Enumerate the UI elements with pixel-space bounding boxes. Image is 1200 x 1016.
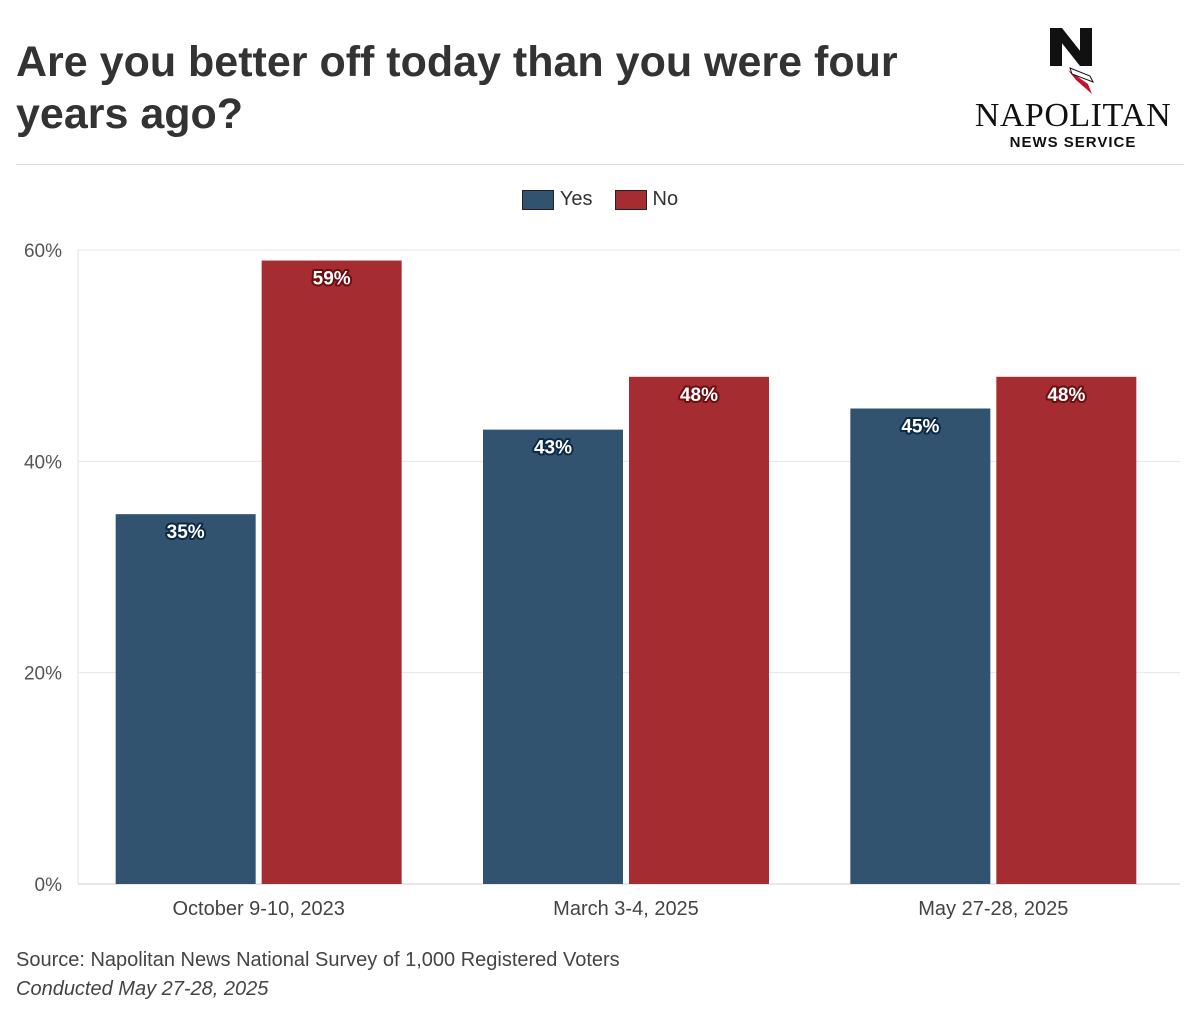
data-label: 45% xyxy=(901,417,939,438)
bar-yes xyxy=(115,514,256,884)
logo-wordmark: NAPOLITAN xyxy=(974,97,1172,134)
bar-yes xyxy=(483,429,623,884)
logo-n-icon xyxy=(1050,28,1095,94)
y-tick-label: 60% xyxy=(24,241,62,262)
source-note: Source: Napolitan News National Survey o… xyxy=(16,949,620,971)
x-tick-label: May 27-28, 2025 xyxy=(918,898,1068,920)
data-label: 35% xyxy=(167,522,205,543)
legend: Yes No xyxy=(0,188,1200,211)
x-tick-label: March 3-4, 2025 xyxy=(553,898,699,920)
logo-subtitle: NEWS SERVICE xyxy=(1009,134,1137,151)
bar-no xyxy=(996,376,1137,884)
legend-swatch-no xyxy=(614,189,647,210)
x-tick-label: October 9-10, 2023 xyxy=(172,898,344,920)
bar-no xyxy=(629,376,769,884)
data-label: 48% xyxy=(680,385,718,406)
napolitan-logo: NAPOLITAN NEWS SERVICE xyxy=(972,24,1182,154)
title-divider xyxy=(16,164,1184,165)
legend-item-yes: Yes xyxy=(521,188,593,211)
data-label: 59% xyxy=(313,269,351,290)
data-label: 48% xyxy=(1047,385,1085,406)
conducted-note: Conducted May 27-28, 2025 xyxy=(16,978,269,1000)
chart-title: Are you better off today than you were f… xyxy=(16,38,898,138)
y-tick-label: 20% xyxy=(24,664,62,685)
legend-swatch-yes xyxy=(521,189,554,210)
data-label: 43% xyxy=(534,438,572,459)
legend-label-yes: Yes xyxy=(559,188,593,210)
bar-chart: 0% 20% 40% 60% 35% 59% October 9-10, 2023 43% 48… xyxy=(24,241,1180,920)
chart-footer: Source: Napolitan News National Survey o… xyxy=(16,946,620,1004)
legend-item-no: No xyxy=(614,188,679,211)
legend-label-no: No xyxy=(652,188,679,210)
y-tick-label: 40% xyxy=(24,452,62,473)
bar-no xyxy=(261,260,402,885)
y-tick-label: 0% xyxy=(35,875,63,896)
bar-yes xyxy=(850,408,991,884)
